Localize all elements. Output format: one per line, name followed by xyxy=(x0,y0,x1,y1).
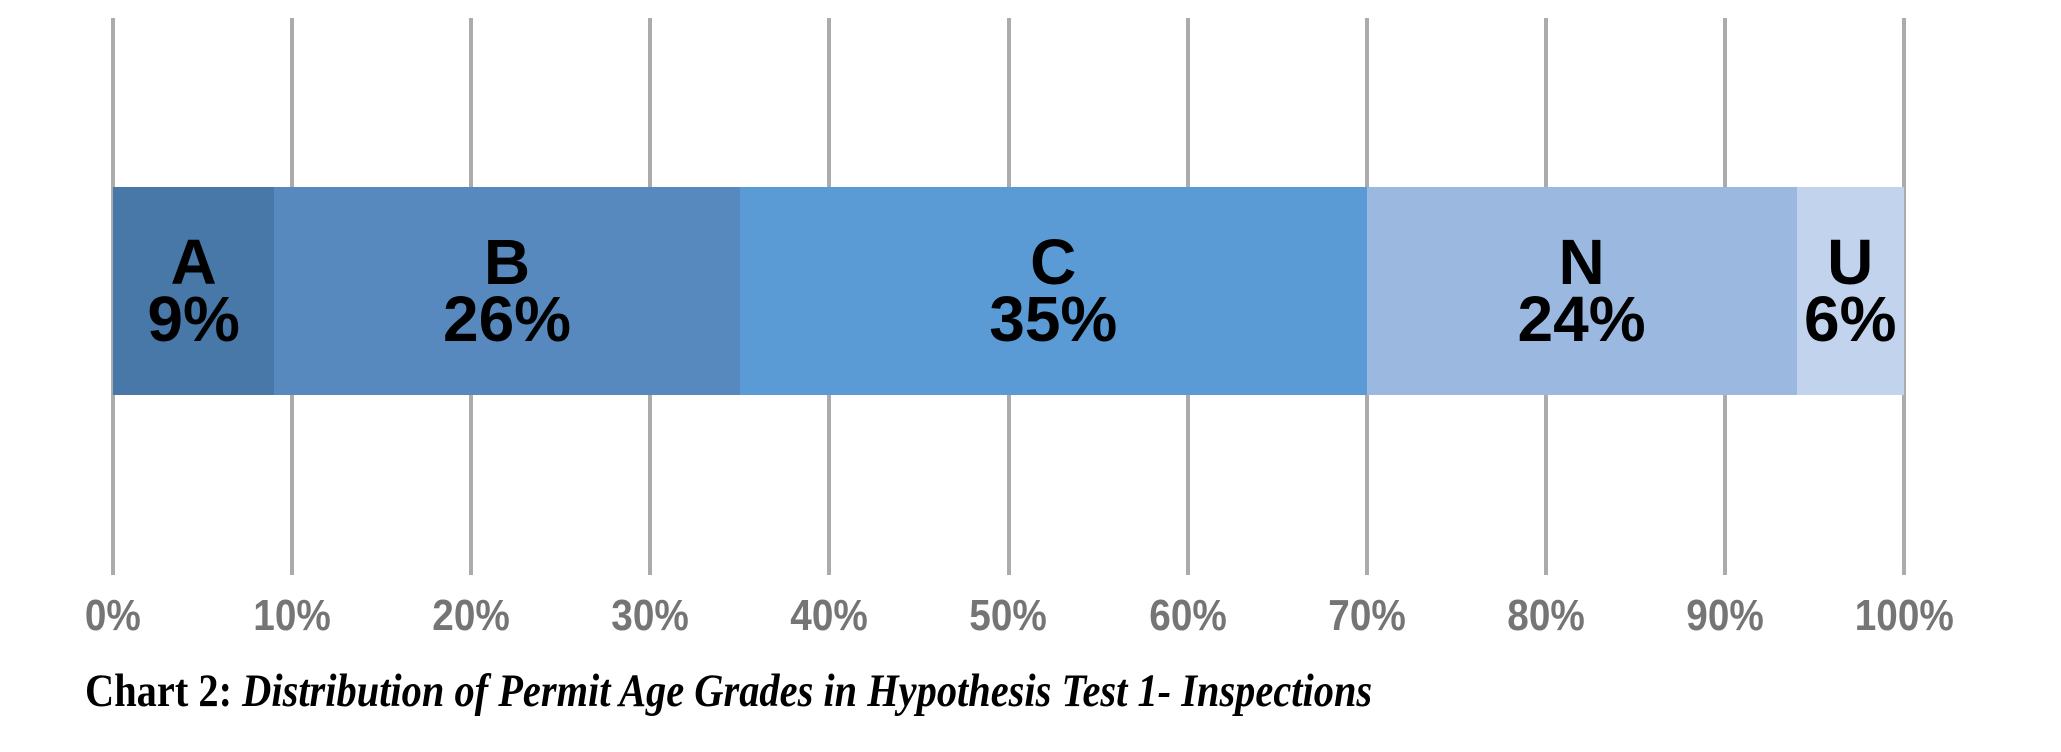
caption-text: Distribution of Permit Age Grades in Hyp… xyxy=(242,665,1373,717)
x-tick-text: 70% xyxy=(1327,591,1406,640)
x-tick-label-70%: 70% xyxy=(1267,591,1467,641)
bar-segment-U: U 6% xyxy=(1796,187,1904,395)
segment-label-N: N 24% xyxy=(1517,226,1646,355)
caption-prefix: Chart 2: xyxy=(85,665,243,717)
x-tick-text: 50% xyxy=(969,591,1048,640)
gridline-100% xyxy=(1902,18,1906,575)
segment-category: U xyxy=(1827,226,1874,298)
x-tick-text: 90% xyxy=(1686,591,1764,640)
x-tick-label-90%: 90% xyxy=(1625,591,1825,641)
bar-segment-B: B 26% xyxy=(274,187,740,395)
x-tick-text: 20% xyxy=(432,591,510,640)
x-tick-text: 30% xyxy=(611,591,690,640)
segment-category: B xyxy=(483,226,531,298)
x-tick-text: 80% xyxy=(1507,591,1585,640)
bar-segment-C: C 35% xyxy=(739,187,1367,395)
x-tick-text: 60% xyxy=(1148,591,1227,640)
x-tick-label-40%: 40% xyxy=(729,591,929,641)
segment-label-B: B 26% xyxy=(442,226,572,355)
stacked-bar: A 9% B 26% C 35% N 24% U 6% xyxy=(113,187,1904,395)
segment-percent: 26% xyxy=(442,283,572,355)
x-tick-label-80%: 80% xyxy=(1446,591,1646,641)
x-tick-text: 10% xyxy=(253,591,331,640)
segment-percent: 35% xyxy=(989,283,1118,355)
bar-segment-N: N 24% xyxy=(1366,187,1797,395)
segment-percent: 6% xyxy=(1803,283,1897,355)
x-tick-label-0%: 0% xyxy=(13,591,213,641)
bar-segment-A: A 9% xyxy=(113,187,275,395)
x-tick-label-10%: 10% xyxy=(192,591,392,641)
segment-category: C xyxy=(1030,226,1077,298)
x-tick-label-30%: 30% xyxy=(550,591,750,641)
x-tick-text: 100% xyxy=(1854,591,1954,640)
x-tick-label-50%: 50% xyxy=(909,591,1109,641)
segment-percent: 9% xyxy=(147,283,240,355)
segment-label-C: C 35% xyxy=(989,226,1118,355)
segment-label-U: U 6% xyxy=(1803,226,1897,355)
segment-label-A: A 9% xyxy=(147,226,240,355)
x-tick-label-100%: 100% xyxy=(1804,591,2004,641)
chart-caption: Chart 2: Distribution of Permit Age Grad… xyxy=(85,666,1372,716)
x-tick-text: 40% xyxy=(790,591,869,640)
segment-category: N xyxy=(1558,226,1605,298)
segment-category: A xyxy=(170,226,217,298)
x-tick-label-60%: 60% xyxy=(1088,591,1288,641)
x-tick-label-20%: 20% xyxy=(371,591,571,641)
segment-percent: 24% xyxy=(1517,283,1646,355)
x-tick-text: 0% xyxy=(85,591,141,640)
